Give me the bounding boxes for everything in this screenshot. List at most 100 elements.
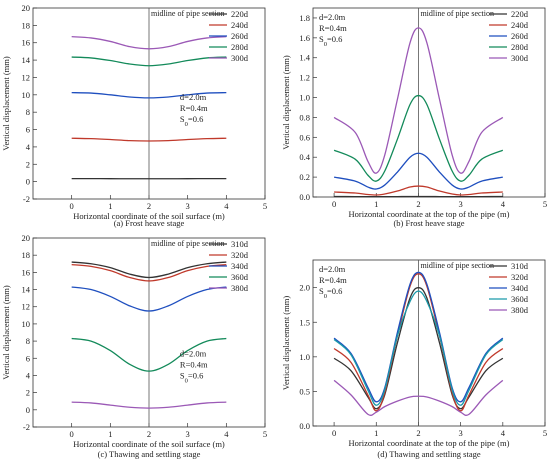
y-tick-label: 1.4 [299,53,310,63]
series-line-320d [71,263,227,282]
series-line-260d [333,152,503,190]
series-line-300d [333,27,504,174]
y-tick-label: 0.6 [299,132,310,142]
legend-label-280d: 280d [511,42,529,52]
legend-label-340d: 340d [231,261,249,271]
legend-label-280d: 280d [231,42,249,52]
legend-label-340d: 340d [511,283,529,293]
y-tick-label: 1.8 [299,13,310,23]
x-tick-label: 5 [543,199,547,209]
y-tick-label: 16 [22,267,31,277]
y-tick-label: 0.5 [299,386,310,396]
x-tick-label: 2 [147,429,151,439]
parameter-annotation: d=2.0m [319,264,346,274]
x-tick-label: 1 [374,199,378,209]
x-tick-label: 4 [224,429,229,439]
y-tick-label: 0.4 [299,152,310,162]
x-tick-label: 0 [332,199,336,209]
legend-label-380d: 380d [231,283,249,293]
legend-label-320d: 320d [511,272,529,282]
y-axis-label: Vertical displacement (mm) [281,55,291,150]
chart-panel-4: 0.0 0.5 1.0 1.5 2.0 0 1 2 3 4 5 Horizontal coordina… [281,259,547,459]
y-tick-label: 12 [22,302,31,312]
series-line-360d [71,337,227,372]
panel-caption: (d) Thawing and settling stage [377,449,480,459]
panel-caption: (b) Frost heave stage [393,218,464,228]
parameter-annotation: R=0.4m [319,23,347,33]
series-line-240d [334,185,503,196]
y-tick-label: 0.0 [299,192,310,202]
series-line-380d [71,401,227,409]
x-axis-label: Horizontal coordinate of the soil surfac… [73,211,225,221]
series-line-310d [71,261,227,279]
y-tick-label: 2.0 [299,283,310,293]
y-tick-label: 12 [22,72,31,82]
y-tick-label: 0.2 [299,172,310,182]
x-tick-label: 3 [186,201,190,211]
parameter-annotation: S0=0.6 [180,371,203,385]
series-line-360d [333,290,504,406]
y-tick-label: 18 [22,20,31,30]
x-tick-label: 4 [224,201,229,211]
parameter-annotation: S0=0.6 [319,34,342,48]
x-axis-label: Horizontal coordinate at the top of the … [349,209,510,219]
series-line-280d [71,56,227,67]
chart-panel-2: 0.0 0.2 0.4 0.6 0.8 1.0 1.2 1.4 1.6 1.8 0 1 2 3 4 5 Hori… [281,7,547,228]
legend-label-240d: 240d [231,20,249,30]
x-axis-label: Horizontal coordinate of the soil surfac… [73,439,225,449]
series-line-260d [71,92,227,99]
x-tick-label: 5 [263,429,267,439]
y-tick-label: 6 [26,125,30,135]
x-tick-label: 0 [70,429,74,439]
y-tick-label: 1.0 [299,93,310,103]
parameter-annotation: S0=0.6 [319,286,342,300]
midline-label: midline of pipe section [420,261,494,270]
x-tick-label: 5 [543,428,547,438]
x-tick-label: 0 [70,201,74,211]
y-tick-label: 18 [22,250,31,260]
y-tick-label: 1.2 [299,73,310,83]
y-tick-label: -2 [23,194,30,204]
y-tick-label: 1.6 [299,33,310,43]
y-tick-label: 10 [22,319,31,329]
x-tick-label: 1 [374,428,378,438]
legend-label-240d: 240d [511,20,529,30]
legend-label-360d: 360d [511,294,529,304]
parameter-annotation: S0=0.6 [180,114,203,128]
x-tick-label: 2 [147,201,151,211]
y-tick-label: 20 [22,3,31,13]
y-tick-label: 1.5 [299,317,310,327]
series-line-300d [71,36,227,50]
series-line-320d [333,273,504,412]
x-tick-label: 3 [459,199,463,209]
x-tick-label: 1 [108,201,112,211]
series-line-380d [333,379,504,416]
x-tick-label: 1 [108,429,112,439]
legend-label-220d: 220d [231,9,249,19]
y-tick-label: 2 [26,388,30,398]
x-tick-label: 4 [501,199,506,209]
y-tick-label: 2 [26,159,30,169]
y-tick-label: 0.8 [299,112,310,122]
y-tick-label: 6 [26,353,30,363]
parameter-annotation: d=2.0m [319,12,346,22]
midline-label: midline of pipe section [420,9,494,18]
parameter-annotation: d=2.0m [180,92,207,102]
midline-label: midline of pipe section [151,9,225,18]
x-tick-label: 0 [332,428,336,438]
x-tick-label: 2 [416,428,420,438]
x-tick-label: 3 [186,429,190,439]
legend-label-300d: 300d [511,53,529,63]
x-tick-label: 3 [459,428,463,438]
y-tick-label: 4 [26,142,31,152]
legend-label-360d: 360d [231,272,249,282]
y-tick-label: 20 [22,233,31,243]
y-tick-label: 0 [26,177,30,187]
plot-frame [312,259,546,427]
y-axis-label: Vertical displacement (mm) [281,296,291,391]
legend-label-380d: 380d [511,305,529,315]
parameter-annotation: R=0.4m [180,360,208,370]
